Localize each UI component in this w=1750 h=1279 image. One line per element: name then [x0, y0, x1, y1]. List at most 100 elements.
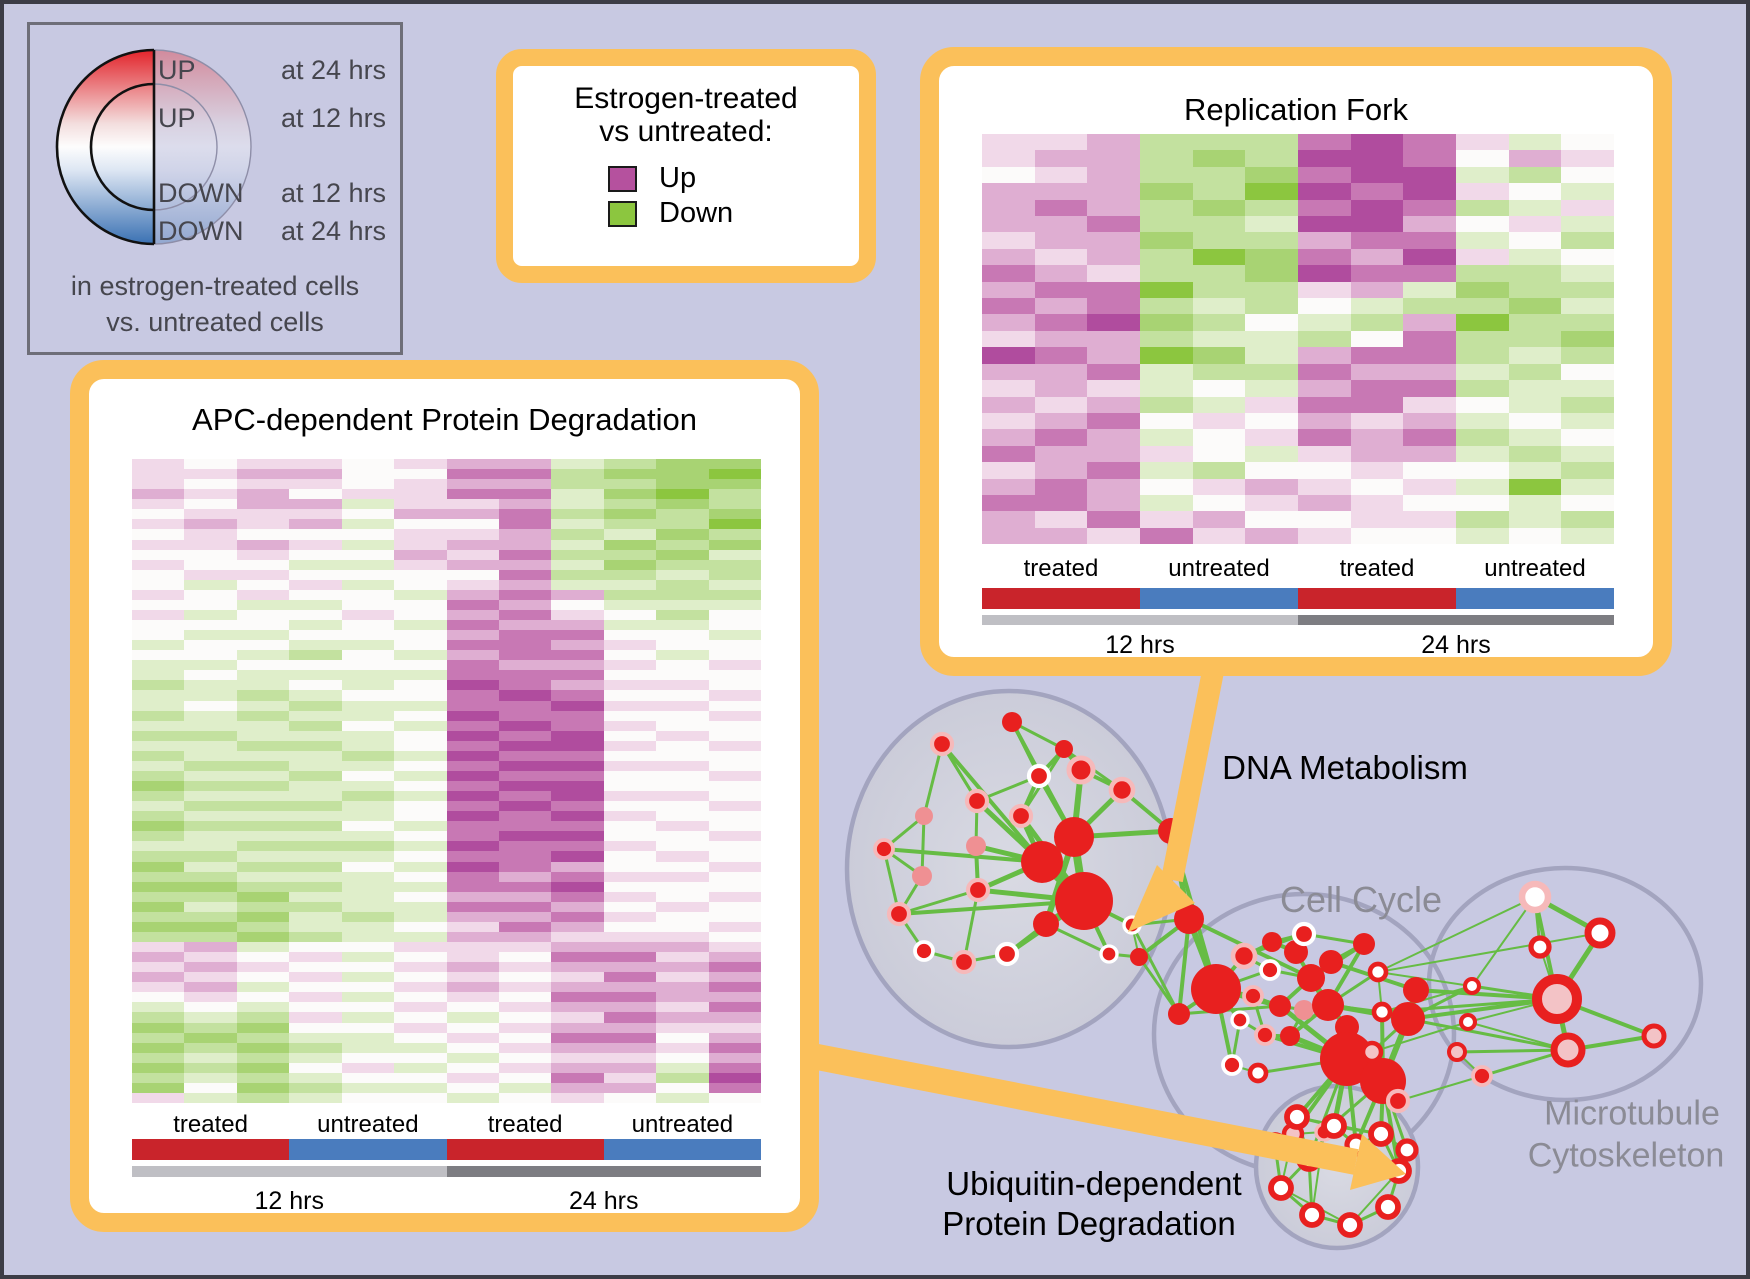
heatmap-cell — [656, 579, 709, 590]
heatmap-cell — [708, 720, 762, 731]
heatmap-row — [132, 539, 762, 550]
heatmap-cell — [708, 569, 762, 580]
heatmap-cell — [656, 519, 709, 530]
heatmap-cell — [236, 901, 290, 912]
heatmap-cell — [289, 881, 342, 892]
heatmap-cell — [1561, 445, 1615, 463]
gene-node — [1026, 763, 1052, 789]
heatmap-cell — [341, 1072, 395, 1083]
heatmap-cell — [1245, 527, 1299, 545]
heatmap-cell — [708, 841, 762, 852]
heatmap-cell — [1192, 232, 1246, 249]
heatmap-row — [132, 791, 762, 802]
heatmap-cell — [1245, 396, 1299, 413]
heatmap-cell — [1192, 445, 1246, 463]
heatmap-cell — [1140, 134, 1193, 151]
heatmap-cell — [982, 363, 1035, 381]
heatmap-cell — [708, 700, 762, 711]
heatmap-cell — [551, 519, 604, 530]
heatmap-cell — [1350, 216, 1404, 233]
heatmap-cell — [551, 982, 604, 993]
heatmap-cell — [1087, 166, 1141, 184]
heatmap-cell — [394, 730, 447, 741]
heatmap-cell — [551, 861, 604, 872]
heatmap-cell — [446, 499, 499, 510]
heatmap-cell — [446, 901, 499, 912]
heatmap-cell — [184, 942, 237, 953]
heatmap-cell — [1298, 281, 1351, 299]
heatmap-cell — [341, 1092, 395, 1103]
network-edge — [882, 847, 1044, 864]
heatmap-row — [132, 861, 762, 872]
heatmap-cell — [656, 901, 709, 912]
heatmap-cell — [1192, 248, 1246, 266]
heatmap-cell — [184, 770, 237, 781]
heatmap-row — [132, 1042, 762, 1053]
heatmap-cell — [498, 781, 552, 792]
heatmap-cell — [498, 801, 552, 812]
heatmap-cell — [498, 952, 552, 963]
heatmap-cell — [498, 982, 552, 993]
heatmap-cell — [656, 891, 709, 902]
heatmap-cell — [132, 972, 185, 983]
heatmap-cell — [132, 549, 185, 560]
heatmap-cell — [1034, 478, 1088, 495]
heatmap-cell — [1298, 396, 1351, 413]
heatmap-cell — [1561, 216, 1615, 233]
heatmap-cell — [1034, 265, 1088, 282]
heatmap-cell — [1298, 265, 1351, 282]
heatmap-cell — [1350, 429, 1404, 446]
heatmap-cell — [289, 1062, 342, 1073]
heatmap-row — [982, 511, 1615, 528]
heatmap-row — [132, 489, 762, 500]
heatmap-cell — [289, 519, 342, 530]
heatmap-cell — [656, 801, 709, 812]
heatmap-cell — [236, 680, 290, 691]
heatmap-row — [132, 1022, 762, 1033]
gene-node — [1099, 944, 1119, 964]
heatmap-cell — [1508, 511, 1562, 528]
heatmap-cell — [289, 781, 342, 792]
heatmap-row — [132, 801, 762, 812]
heatmap-cell — [1087, 462, 1141, 479]
callout-arrows — [799, 653, 1406, 1190]
ring-right-half — [154, 50, 251, 244]
heatmap-cell — [394, 579, 447, 590]
heatmap-cell — [132, 720, 185, 731]
heatmap-row — [132, 579, 762, 590]
heatmap-cell — [1034, 462, 1088, 479]
heatmap-cell — [1403, 412, 1457, 430]
heatmap-cell — [603, 499, 657, 510]
heatmap-cell — [236, 489, 290, 500]
heatmap-cell — [551, 901, 604, 912]
heatmap-cell — [132, 1062, 185, 1073]
untreated-bar-segment — [1140, 588, 1298, 609]
gene-node — [1320, 1032, 1374, 1086]
heatmap-cell — [184, 831, 237, 842]
heatmap-cell — [1087, 363, 1141, 381]
heatmap-cell — [1140, 298, 1193, 315]
heatmap-cell — [603, 811, 657, 822]
heatmap-cell — [446, 992, 499, 1003]
heatmap-cell — [132, 519, 185, 530]
heatmap-cell — [603, 539, 657, 550]
heatmap-cell — [289, 811, 342, 822]
heatmap-cell — [446, 881, 499, 892]
heatmap-cell — [982, 527, 1035, 545]
heatmap-cell — [603, 1022, 657, 1033]
heatmap-cell — [289, 640, 342, 651]
heatmap-cell — [1140, 248, 1193, 266]
heatmap-cell — [603, 851, 657, 862]
heatmap-cell — [708, 1062, 762, 1073]
heatmap-cell — [1245, 462, 1299, 479]
network-label-dna-metabolism: DNA Metabolism — [1222, 749, 1468, 786]
heatmap-cell — [341, 469, 395, 480]
heatmap-cell — [1561, 494, 1615, 512]
heatmap-cell — [341, 710, 395, 721]
heatmap-cell — [603, 1012, 657, 1023]
heatmap-cell — [394, 942, 447, 953]
heatmap-cell — [551, 801, 604, 812]
heatmap-cell — [551, 549, 604, 560]
heatmap-cell — [132, 569, 185, 580]
heatmap-cell — [603, 1082, 657, 1093]
